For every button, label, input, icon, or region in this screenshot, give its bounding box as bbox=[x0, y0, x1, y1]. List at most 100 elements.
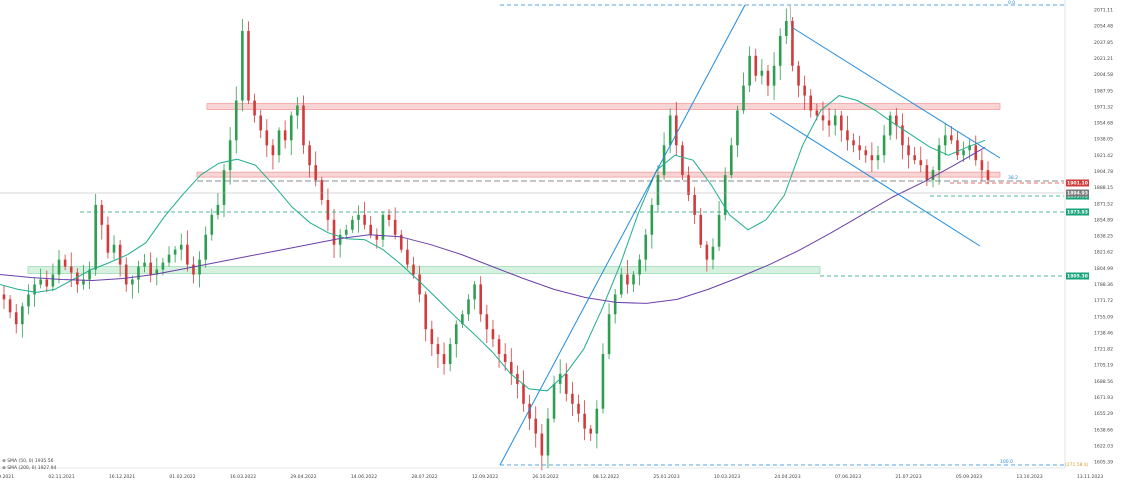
sma50-legend-text: SMA (50, 0) 1935.56 bbox=[7, 459, 54, 464]
candle-body bbox=[210, 214, 214, 235]
candle-body bbox=[88, 269, 91, 280]
candle-body bbox=[601, 354, 605, 409]
candle-body bbox=[442, 354, 446, 365]
price-tag-green bbox=[1066, 272, 1089, 280]
candle-body bbox=[33, 284, 36, 295]
candle-body bbox=[656, 175, 660, 205]
y-tick-label: 2037.85 bbox=[1094, 40, 1113, 46]
candle-body bbox=[436, 344, 440, 355]
candle-body bbox=[736, 110, 739, 146]
candle-body bbox=[259, 115, 262, 131]
candle-body bbox=[51, 274, 55, 287]
y-tick-label: 1987.95 bbox=[1094, 88, 1113, 94]
candle-body bbox=[693, 194, 696, 215]
candle-body bbox=[375, 234, 379, 240]
candle-body bbox=[564, 373, 568, 394]
x-tick-label: 20.09.2021 bbox=[0, 474, 14, 480]
candle-body bbox=[338, 234, 342, 245]
candle-body bbox=[840, 115, 843, 131]
candle-body bbox=[387, 214, 391, 220]
candle-body bbox=[821, 115, 825, 121]
candle-body bbox=[100, 204, 104, 225]
x-tick-label: 13.11.2023 bbox=[1077, 474, 1103, 480]
y-tick-label: 1671.93 bbox=[1094, 395, 1113, 401]
fib-label-100: 100.0 bbox=[1000, 459, 1013, 465]
candle-body bbox=[149, 262, 152, 275]
y-tick-label: 1954.68 bbox=[1094, 121, 1113, 127]
candle-body bbox=[8, 299, 12, 313]
y-tick-label: 1771.72 bbox=[1094, 298, 1113, 304]
candle-body bbox=[595, 408, 599, 434]
candle-body bbox=[473, 284, 476, 300]
candle-body bbox=[522, 383, 525, 404]
candle-body bbox=[192, 264, 195, 275]
candle-body bbox=[528, 403, 531, 419]
candle-body bbox=[907, 145, 910, 156]
x-tick-label: 24.04.2023 bbox=[774, 474, 800, 480]
candle-body bbox=[638, 259, 641, 275]
candle-body bbox=[118, 244, 122, 265]
x-tick-label: 10.03.2023 bbox=[714, 474, 740, 480]
candle-body bbox=[668, 115, 672, 146]
candle-body bbox=[57, 259, 61, 275]
candle-body bbox=[179, 244, 183, 250]
candle-body bbox=[870, 155, 874, 161]
y-tick-label: 2021.21 bbox=[1094, 56, 1113, 62]
candle-body bbox=[681, 145, 684, 176]
sma200-legend: ⊗ SMA (200, 0) 1927.94 bbox=[2, 466, 57, 471]
candle-body bbox=[399, 234, 403, 250]
candle-body bbox=[461, 314, 464, 325]
candle-body bbox=[424, 294, 428, 330]
candle-body bbox=[271, 145, 275, 156]
moving-averages-layer bbox=[0, 95, 986, 392]
candle-body bbox=[772, 65, 776, 86]
candle-body bbox=[369, 224, 373, 235]
candle-body bbox=[76, 272, 79, 285]
y-tick-label: 1605.39 bbox=[1094, 460, 1113, 466]
candle-body bbox=[797, 65, 800, 86]
candle-body bbox=[69, 266, 73, 273]
candle-body bbox=[742, 85, 745, 111]
candle-body bbox=[161, 262, 165, 270]
candle-body bbox=[711, 246, 715, 260]
candle-body bbox=[94, 204, 97, 270]
candle-body bbox=[809, 95, 813, 111]
candle-body bbox=[296, 105, 299, 116]
y-tick-label: 1788.36 bbox=[1094, 282, 1113, 288]
candle-body bbox=[962, 150, 965, 156]
candle-body bbox=[540, 433, 544, 456]
uptrend-line bbox=[499, 4, 746, 466]
candle-body bbox=[846, 130, 849, 141]
candle-body bbox=[167, 254, 171, 263]
candle-body bbox=[583, 413, 586, 429]
candle-body bbox=[925, 165, 929, 181]
candle-body bbox=[82, 279, 85, 285]
sma200-legend-text: SMA (200, 0) 1927.94 bbox=[7, 466, 57, 471]
candle-body bbox=[509, 362, 513, 374]
y-tick-label: 1921.42 bbox=[1094, 153, 1113, 159]
zone-resistance-0 bbox=[206, 103, 1001, 110]
y-tick-label: 1854.89 bbox=[1094, 217, 1113, 223]
fib-label-382: 38.2 bbox=[1008, 175, 1018, 181]
x-tick-label: 25.01.2023 bbox=[653, 474, 679, 480]
candle-body bbox=[827, 120, 831, 126]
candle-body bbox=[265, 130, 269, 146]
candle-body bbox=[137, 266, 140, 280]
candle-body bbox=[632, 274, 635, 285]
candle-body bbox=[63, 259, 67, 267]
candle-body bbox=[503, 354, 507, 363]
candle-body bbox=[778, 35, 782, 66]
y-tick-label: 1888.15 bbox=[1094, 185, 1113, 191]
y-tick-label: 1738.46 bbox=[1094, 330, 1113, 336]
candle-body bbox=[754, 55, 758, 76]
candle-body bbox=[155, 269, 159, 275]
candle-body bbox=[546, 418, 550, 456]
candle-body bbox=[766, 70, 770, 86]
candle-body bbox=[302, 105, 305, 146]
candle-body bbox=[363, 214, 366, 225]
candle-body bbox=[815, 110, 819, 116]
candle-body bbox=[21, 306, 24, 325]
zones-layer bbox=[27, 103, 1001, 274]
candle-body bbox=[241, 30, 244, 101]
